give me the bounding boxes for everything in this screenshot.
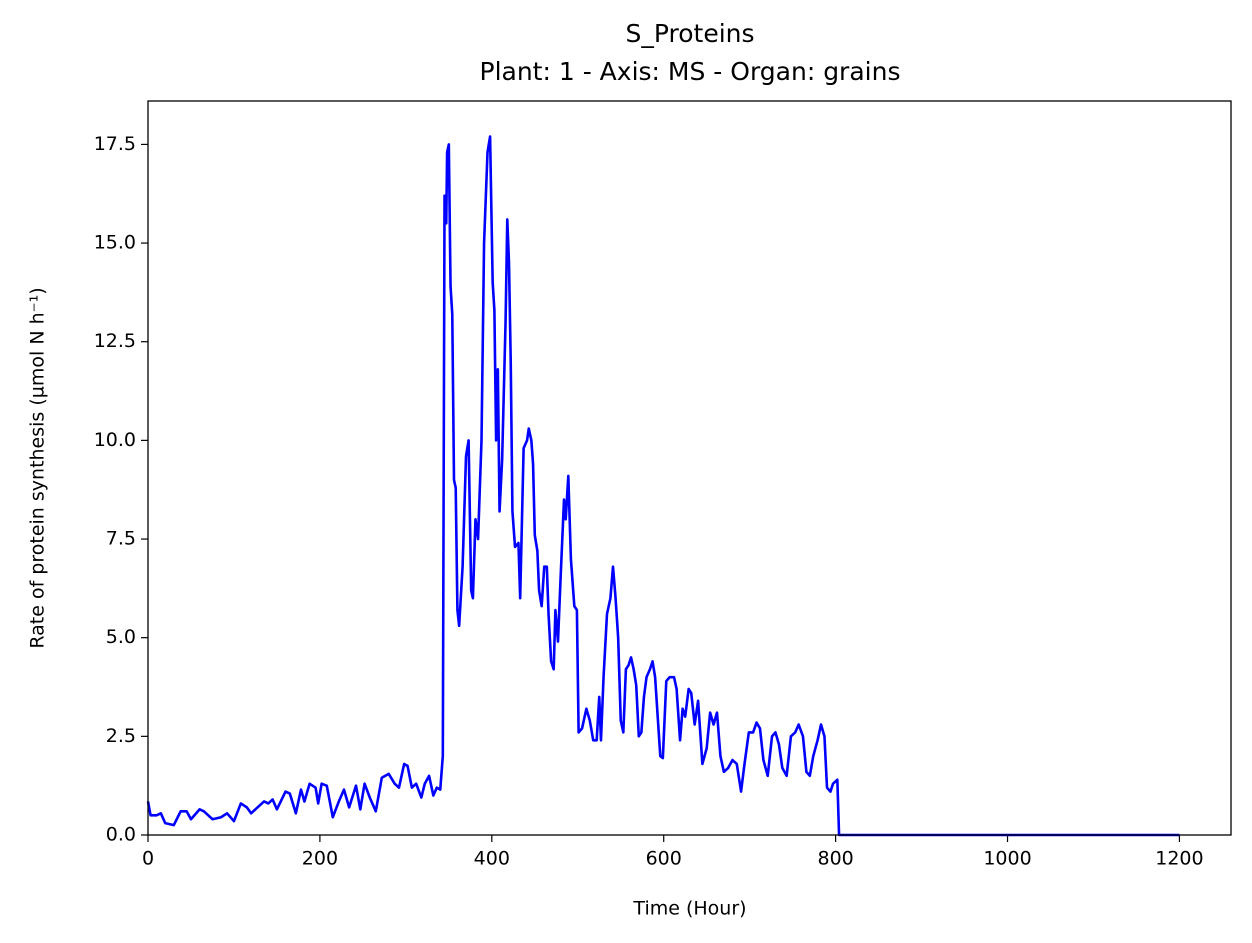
x-tick-label: 1200 [1155, 848, 1203, 870]
chart-subtitle: Plant: 1 - Axis: MS - Organ: grains [480, 57, 901, 86]
x-tick-label: 1000 [983, 848, 1031, 870]
x-tick-label: 400 [474, 848, 510, 870]
y-tick-label: 15.0 [94, 232, 136, 254]
data-line [146, 135, 1180, 837]
x-tick-label: 800 [817, 848, 853, 870]
y-axis-label: Rate of protein synthesis (µmol N h⁻¹) [27, 287, 49, 648]
y-tick-label: 10.0 [94, 429, 136, 451]
y-tick-label: 17.5 [94, 133, 136, 155]
y-tick-label: 2.5 [106, 725, 136, 747]
y-tick-label: 12.5 [94, 330, 136, 352]
x-tick-label: 200 [302, 848, 338, 870]
y-tick-label: 0.0 [106, 824, 136, 846]
plot-frame [147, 100, 1232, 836]
chart-title: S_Proteins [625, 19, 754, 48]
y-tick-label: 5.0 [106, 626, 136, 648]
x-axis-label: Time (Hour) [632, 898, 746, 920]
y-tick-label: 7.5 [106, 528, 136, 550]
x-tick-label: 0 [142, 848, 154, 870]
x-tick-label: 600 [646, 848, 682, 870]
